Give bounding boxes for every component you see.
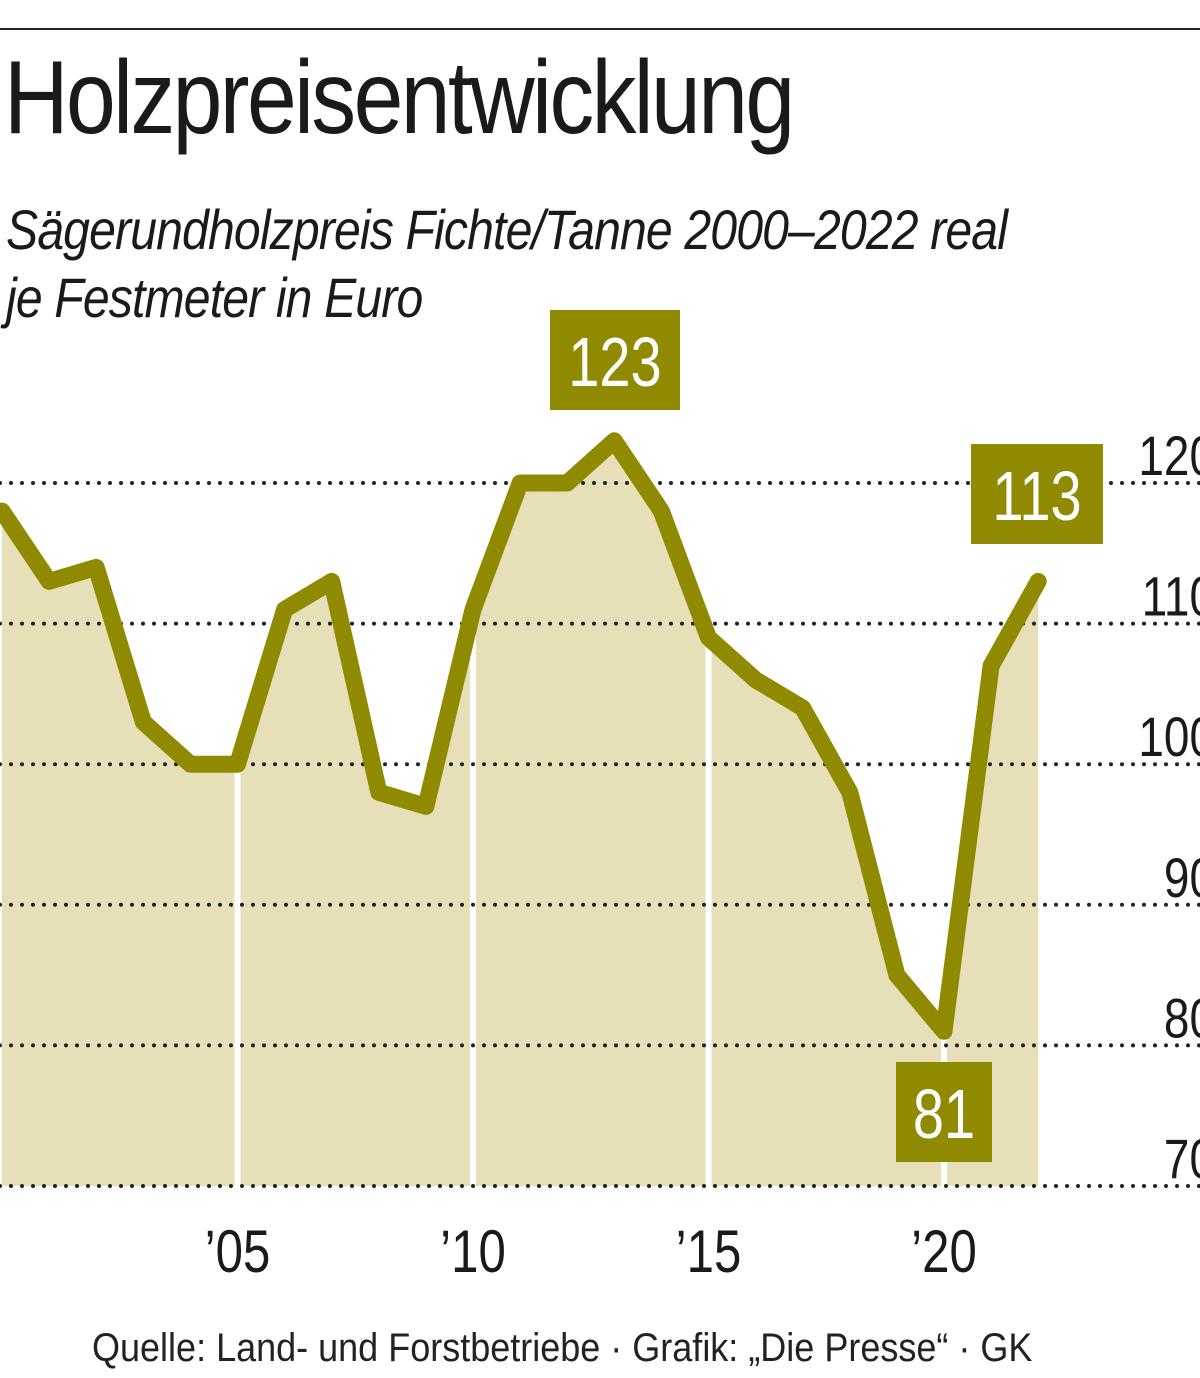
y-tick-label: 100 <box>1138 706 1200 768</box>
y-tick-label: 80 <box>1164 987 1200 1049</box>
chart-title: Holzpreisentwicklung <box>4 40 795 156</box>
x-tick-label: ’15 <box>676 1217 742 1285</box>
x-tick-label: ’10 <box>440 1217 506 1285</box>
y-tick-label: 120 <box>1138 425 1200 487</box>
y-tick-label: 110 <box>1142 565 1200 627</box>
value-label: 113 <box>992 458 1081 535</box>
value-label-box <box>896 1062 992 1162</box>
y-tick-label: 70 <box>1164 1128 1200 1190</box>
x-tick-label: ’05 <box>205 1217 271 1285</box>
series-line <box>0 432 1047 1040</box>
top-rule <box>0 28 1200 30</box>
subtitle-line-2: je Festmeter in Euro <box>6 266 423 329</box>
value-label: 123 <box>568 324 661 401</box>
source-note: Quelle: Land- und Forstbetriebe · Grafik… <box>92 1326 1033 1370</box>
subtitle-line-1: Sägerundholzpreis Fichte/Tanne 2000–2022… <box>6 198 1008 261</box>
y-tick-label: 90 <box>1164 846 1200 908</box>
chart-subtitle: Sägerundholzpreis Fichte/Tanne 2000–2022… <box>6 196 1008 332</box>
value-label: 81 <box>913 1076 975 1153</box>
area-fill <box>2 440 1039 1186</box>
value-label-box <box>550 310 680 410</box>
x-tick-label: ’20 <box>911 1217 977 1285</box>
value-label-box <box>971 444 1103 544</box>
